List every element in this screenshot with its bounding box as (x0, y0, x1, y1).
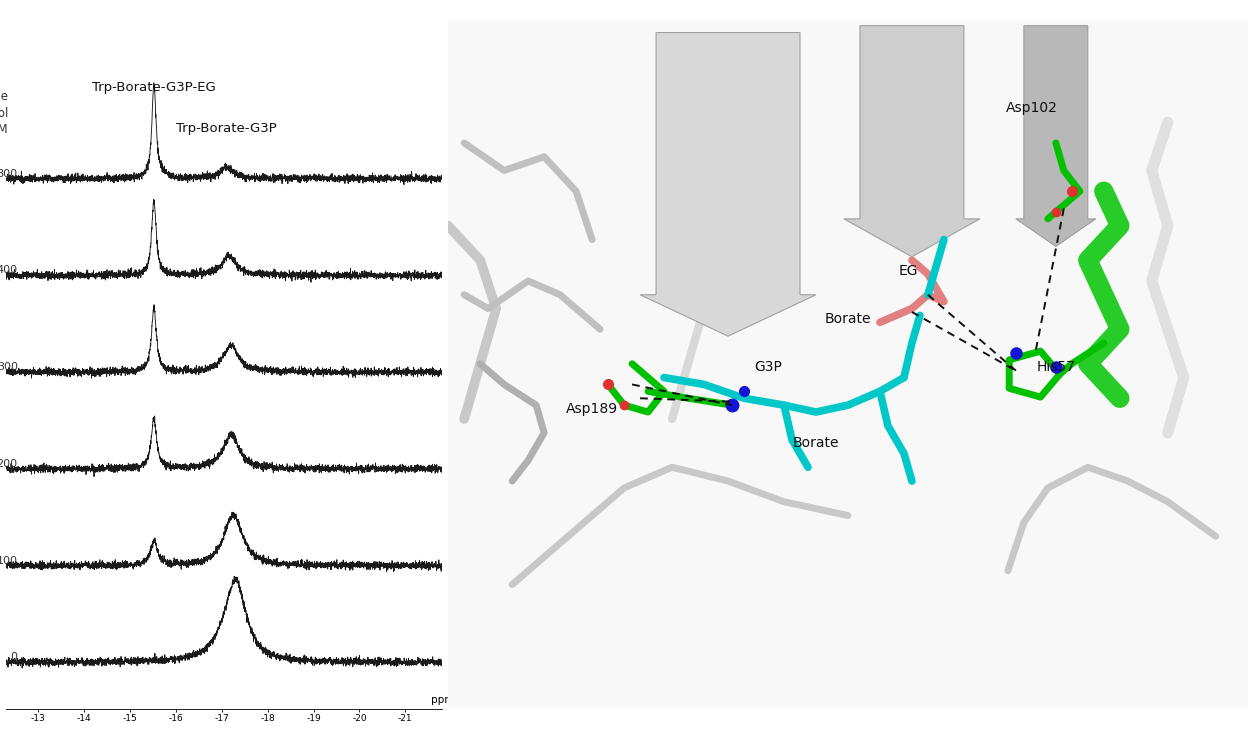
Text: 800: 800 (0, 169, 18, 178)
Text: Ethylene
Glycol
mM: Ethylene Glycol mM (0, 90, 9, 136)
Text: 300: 300 (0, 362, 18, 372)
Text: Trp-Borate-G3P: Trp-Borate-G3P (176, 122, 277, 135)
Text: 400: 400 (0, 266, 18, 275)
Text: Borate: Borate (825, 312, 872, 326)
Text: G3P: G3P (754, 360, 782, 374)
Text: Asp102: Asp102 (1006, 101, 1058, 115)
Text: 0: 0 (11, 652, 18, 662)
Text: ppm: ppm (430, 695, 454, 705)
FancyArrow shape (640, 32, 816, 336)
Text: Trp-Borate-G3P-EG: Trp-Borate-G3P-EG (92, 82, 216, 94)
Text: Asp189: Asp189 (566, 401, 618, 416)
Text: His57: His57 (1036, 360, 1075, 374)
Text: Borate: Borate (793, 436, 839, 450)
Text: EG: EG (898, 263, 918, 278)
FancyArrow shape (1016, 26, 1096, 247)
Text: 200: 200 (0, 459, 18, 469)
Text: 100: 100 (0, 556, 18, 566)
FancyArrow shape (844, 26, 979, 257)
